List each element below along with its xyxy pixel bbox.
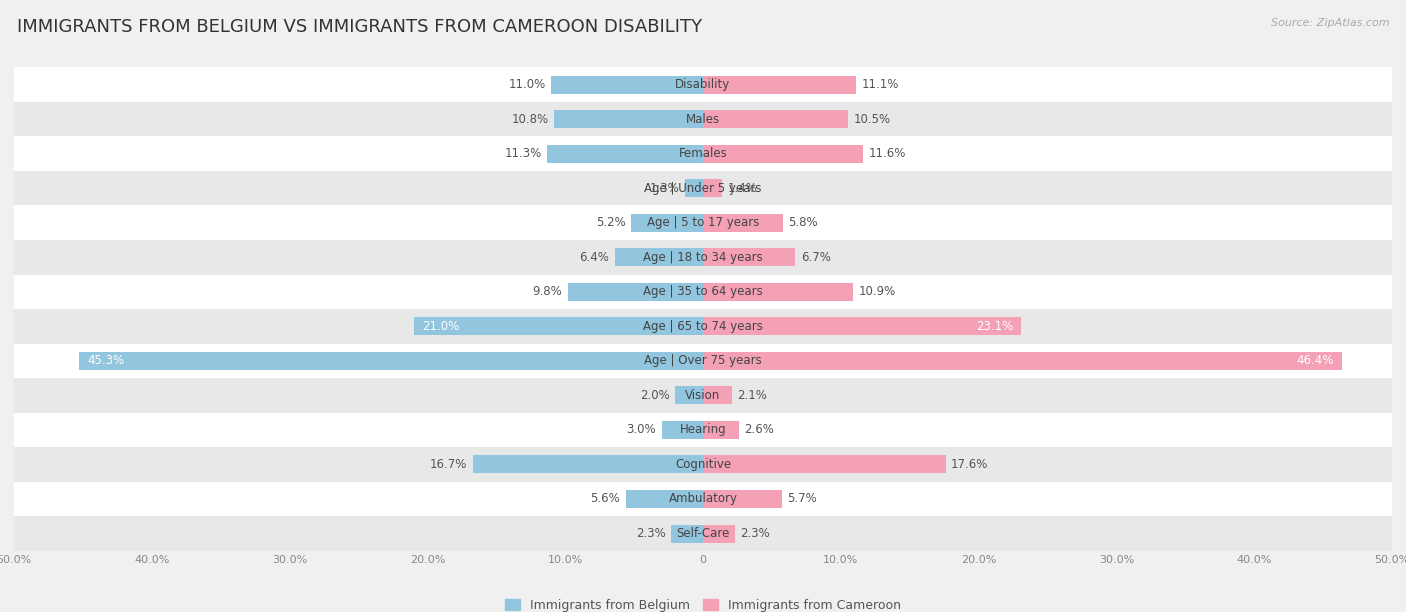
Bar xyxy=(703,283,853,300)
Text: 23.1%: 23.1% xyxy=(976,320,1012,333)
Text: Females: Females xyxy=(679,147,727,160)
Bar xyxy=(614,248,703,266)
Bar xyxy=(14,102,1392,136)
Bar xyxy=(626,490,703,508)
Bar xyxy=(14,447,1392,482)
Text: IMMIGRANTS FROM BELGIUM VS IMMIGRANTS FROM CAMEROON DISABILITY: IMMIGRANTS FROM BELGIUM VS IMMIGRANTS FR… xyxy=(17,18,702,36)
Bar xyxy=(14,309,1392,343)
Legend: Immigrants from Belgium, Immigrants from Cameroon: Immigrants from Belgium, Immigrants from… xyxy=(501,594,905,612)
Bar xyxy=(675,386,703,405)
Bar xyxy=(703,490,782,508)
Bar xyxy=(631,214,703,232)
Bar xyxy=(703,248,796,266)
Text: Ambulatory: Ambulatory xyxy=(668,493,738,506)
Text: Vision: Vision xyxy=(685,389,721,402)
Text: 11.0%: 11.0% xyxy=(509,78,546,91)
Text: 10.9%: 10.9% xyxy=(859,285,896,298)
Text: 6.7%: 6.7% xyxy=(801,251,831,264)
Bar xyxy=(14,343,1392,378)
Bar xyxy=(568,283,703,300)
Bar xyxy=(14,517,1392,551)
Bar xyxy=(703,179,723,197)
Text: 5.7%: 5.7% xyxy=(787,493,817,506)
Bar xyxy=(472,455,703,474)
Bar xyxy=(703,386,733,405)
Text: 17.6%: 17.6% xyxy=(950,458,988,471)
Bar xyxy=(14,136,1392,171)
Bar xyxy=(14,171,1392,206)
Text: 10.8%: 10.8% xyxy=(512,113,548,125)
Text: 5.6%: 5.6% xyxy=(591,493,620,506)
Bar xyxy=(703,455,945,474)
Text: 11.3%: 11.3% xyxy=(505,147,541,160)
Text: Source: ZipAtlas.com: Source: ZipAtlas.com xyxy=(1271,18,1389,28)
Text: Disability: Disability xyxy=(675,78,731,91)
Text: 5.2%: 5.2% xyxy=(596,216,626,230)
Text: 45.3%: 45.3% xyxy=(87,354,124,367)
Text: 5.8%: 5.8% xyxy=(789,216,818,230)
Bar xyxy=(14,378,1392,412)
Bar xyxy=(14,482,1392,517)
Bar xyxy=(14,412,1392,447)
Text: 2.1%: 2.1% xyxy=(738,389,768,402)
Bar xyxy=(703,352,1343,370)
Bar xyxy=(703,524,735,542)
Text: Age | 18 to 34 years: Age | 18 to 34 years xyxy=(643,251,763,264)
Text: 21.0%: 21.0% xyxy=(422,320,460,333)
Text: 2.3%: 2.3% xyxy=(740,527,770,540)
Text: 11.1%: 11.1% xyxy=(862,78,898,91)
Bar xyxy=(703,214,783,232)
Text: 1.4%: 1.4% xyxy=(728,182,758,195)
Text: 46.4%: 46.4% xyxy=(1296,354,1334,367)
Text: Hearing: Hearing xyxy=(679,424,727,436)
Bar xyxy=(703,144,863,163)
Text: Age | Over 75 years: Age | Over 75 years xyxy=(644,354,762,367)
Text: 2.3%: 2.3% xyxy=(636,527,666,540)
Text: 1.3%: 1.3% xyxy=(650,182,679,195)
Text: Cognitive: Cognitive xyxy=(675,458,731,471)
Bar xyxy=(79,352,703,370)
Text: 10.5%: 10.5% xyxy=(853,113,890,125)
Bar xyxy=(703,76,856,94)
Bar xyxy=(551,76,703,94)
Bar xyxy=(703,318,1021,335)
Bar xyxy=(703,421,738,439)
Text: 6.4%: 6.4% xyxy=(579,251,609,264)
Bar xyxy=(14,67,1392,102)
Text: Age | 65 to 74 years: Age | 65 to 74 years xyxy=(643,320,763,333)
Bar xyxy=(14,240,1392,275)
Bar xyxy=(554,110,703,128)
Bar xyxy=(685,179,703,197)
Text: Self-Care: Self-Care xyxy=(676,527,730,540)
Bar xyxy=(14,275,1392,309)
Text: 16.7%: 16.7% xyxy=(430,458,467,471)
Text: Males: Males xyxy=(686,113,720,125)
Bar xyxy=(547,144,703,163)
Bar xyxy=(14,206,1392,240)
Bar xyxy=(671,524,703,542)
Bar xyxy=(662,421,703,439)
Text: 2.6%: 2.6% xyxy=(744,424,775,436)
Text: Age | 35 to 64 years: Age | 35 to 64 years xyxy=(643,285,763,298)
Text: 3.0%: 3.0% xyxy=(627,424,657,436)
Bar xyxy=(413,318,703,335)
Text: 11.6%: 11.6% xyxy=(869,147,905,160)
Bar xyxy=(703,110,848,128)
Text: 2.0%: 2.0% xyxy=(640,389,669,402)
Text: 9.8%: 9.8% xyxy=(533,285,562,298)
Text: Age | Under 5 years: Age | Under 5 years xyxy=(644,182,762,195)
Text: Age | 5 to 17 years: Age | 5 to 17 years xyxy=(647,216,759,230)
